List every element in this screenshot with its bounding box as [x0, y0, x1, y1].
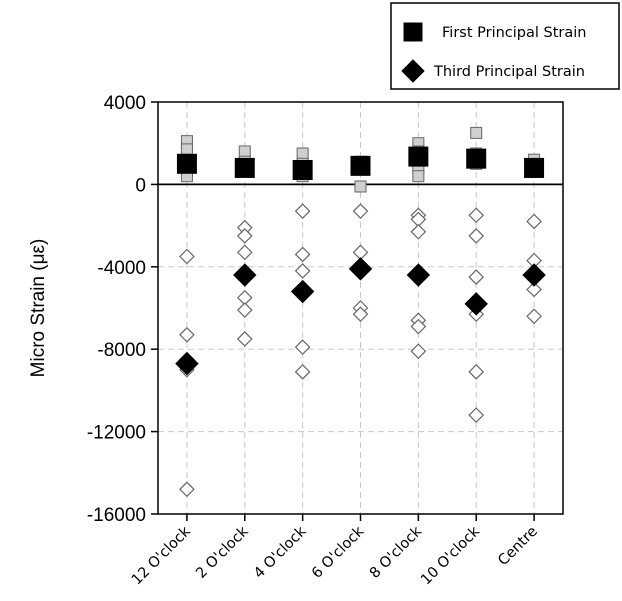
individual-third-point: [526, 281, 542, 298]
mean-points-layer: [175, 146, 546, 376]
legend: First Principal Strain Third Principal St…: [390, 2, 620, 90]
individual-third-point: [179, 248, 195, 265]
mean-first-principal-point: [408, 146, 429, 167]
individual-first-point: [354, 180, 367, 193]
individual-third-point: [468, 407, 485, 423]
individual-third-point: [179, 481, 195, 498]
individual-first-point: [238, 145, 251, 158]
individual-third-point: [410, 343, 427, 360]
mean-third-principal-point: [348, 257, 373, 281]
mean-first-principal-point: [524, 157, 545, 178]
individual-third-point: [352, 203, 369, 220]
mean-third-principal-point: [233, 263, 257, 287]
individual-third-point: [468, 207, 485, 224]
x-category-label: 4 O'clock: [251, 523, 310, 582]
x-category-label: 8 O'clock: [367, 523, 426, 582]
mean-first-principal-point: [176, 153, 197, 174]
individual-third-point: [526, 308, 542, 325]
y-tick-label: -8000: [97, 340, 146, 361]
individual-third-point: [294, 263, 311, 279]
mean-third-principal-point: [175, 351, 199, 376]
mean-first-principal-point: [234, 157, 255, 178]
individual-third-point: [352, 306, 369, 323]
mean-third-principal-point: [406, 263, 431, 287]
y-tick-label: -16000: [87, 505, 146, 526]
individual-third-point: [468, 228, 485, 244]
individual-first-point: [412, 170, 425, 183]
legend-entry-label: First Principal Strain: [442, 25, 586, 41]
individual-first-point: [180, 143, 193, 156]
mean-first-principal-point: [350, 155, 371, 176]
individual-third-point: [294, 339, 311, 355]
mean-third-principal-point: [290, 279, 315, 304]
legend-box: [390, 2, 620, 90]
legend-square-icon: [403, 22, 423, 42]
x-category-label: 10 O'clock: [418, 523, 483, 588]
individual-first-point: [296, 147, 309, 160]
individual-third-point: [468, 364, 485, 380]
individual-third-point: [294, 203, 311, 220]
y-tick-label: -12000: [87, 423, 146, 444]
mean-first-principal-point: [466, 148, 487, 169]
y-tick-label: -4000: [97, 258, 146, 279]
individual-third-point: [179, 326, 195, 343]
x-category-label: 6 O'clock: [309, 523, 368, 582]
y-axis-label: Micro Strain (με): [28, 239, 49, 378]
individual-third-point: [294, 246, 311, 263]
mean-first-principal-point: [292, 159, 313, 180]
individual-third-point: [236, 331, 253, 347]
individual-first-point: [470, 126, 483, 139]
mean-third-principal-point: [464, 292, 488, 316]
individual-third-point: [236, 302, 253, 318]
individual-third-point: [294, 364, 311, 380]
mean-third-principal-point: [522, 263, 546, 287]
x-category-label: 2 O'clock: [193, 523, 252, 582]
legend-entry-label: Third Principal Strain: [433, 64, 585, 80]
individual-points-layer: [179, 126, 542, 498]
individual-third-point: [410, 318, 427, 335]
individual-third-point: [410, 223, 427, 240]
individual-third-point: [468, 269, 485, 285]
axes-layer: [151, 101, 564, 521]
x-category-label: 12 O'clock: [129, 523, 194, 588]
individual-third-point: [526, 213, 542, 230]
individual-third-point: [236, 244, 253, 261]
x-category-label: Centre: [495, 523, 541, 569]
individual-third-point: [236, 228, 253, 244]
y-tick-label: 4000: [104, 93, 146, 114]
legend-diamond-icon: [401, 59, 425, 83]
y-tick-label: 0: [135, 175, 146, 196]
